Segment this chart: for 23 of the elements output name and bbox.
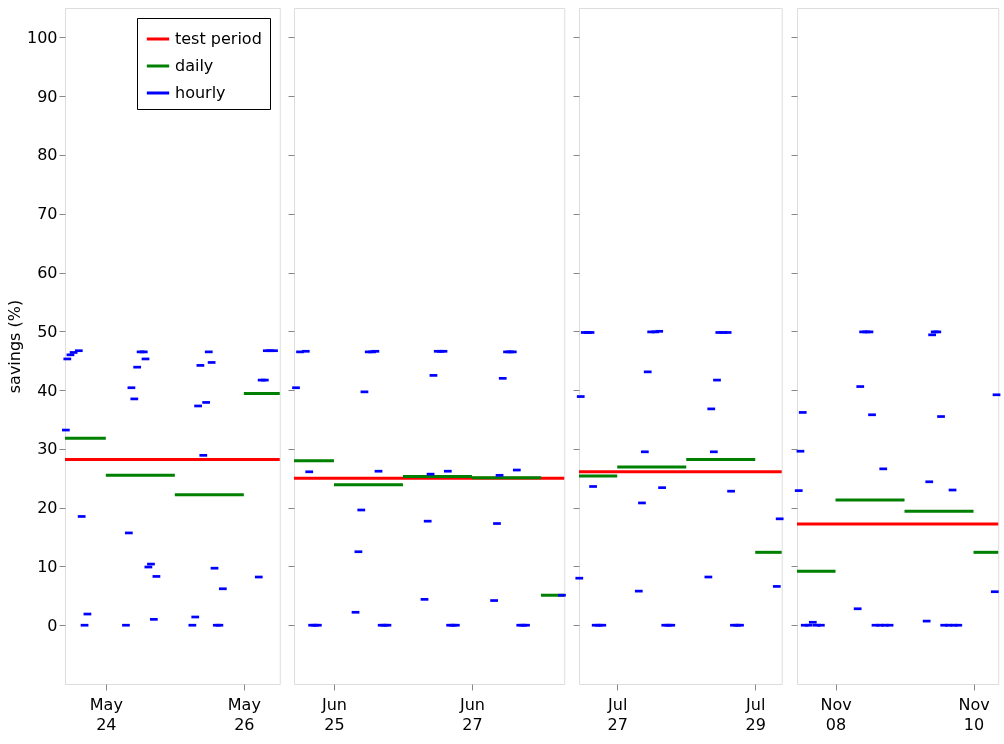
legend-label: daily — [175, 56, 214, 75]
x-tick-label: May 26 — [227, 694, 261, 734]
legend-label: test period — [175, 29, 262, 48]
y-tick-label: 60 — [37, 263, 58, 283]
y-axis-title: savings (%) — [4, 299, 24, 394]
x-tick-label: Jul 27 — [607, 694, 628, 734]
y-tick-label: 20 — [37, 498, 58, 518]
y-tick-label: 70 — [37, 204, 58, 224]
x-tick-label: May 24 — [89, 694, 123, 734]
x-tick-label: Jun 25 — [320, 694, 347, 734]
y-tick-label: 0 — [47, 615, 58, 635]
x-tick-label: Nov 10 — [958, 694, 990, 734]
x-tick-label: Nov 08 — [820, 694, 852, 734]
y-tick-label: 100 — [26, 27, 58, 47]
y-tick-label: 40 — [37, 380, 58, 400]
y-tick-label: 90 — [37, 86, 58, 106]
legend-label: hourly — [175, 83, 226, 102]
y-tick-label: 30 — [37, 439, 58, 459]
y-tick-label: 10 — [37, 556, 58, 576]
y-tick-label: 80 — [37, 145, 58, 165]
x-tick-label: Jul 29 — [745, 694, 766, 734]
x-tick-label: Jun 27 — [458, 694, 485, 734]
y-tick-label: 50 — [37, 321, 58, 341]
